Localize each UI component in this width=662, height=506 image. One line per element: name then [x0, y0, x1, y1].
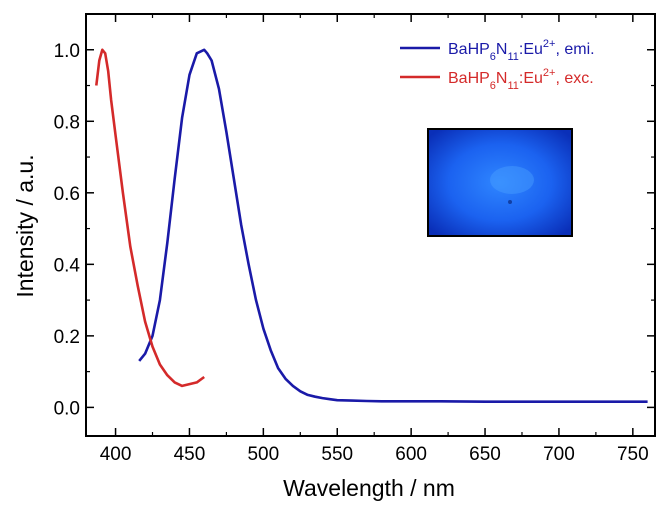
y-tick-label: 0.4: [54, 255, 81, 276]
y-tick-label: 0.0: [54, 398, 80, 419]
ticks: 400 450 500 550 600 650 700 750 0.0 0.2 0.4 0.6 0.8 1…: [54, 13, 655, 465]
x-tick-label: 450: [174, 444, 206, 465]
inset-dark-spot: [508, 200, 512, 204]
y-axis-title: Intensity / a.u.: [12, 154, 38, 297]
inset-glow-spot: [490, 166, 534, 194]
x-tick-label: 550: [321, 444, 353, 465]
x-tick-label: 400: [100, 444, 132, 465]
x-tick-label: 600: [395, 444, 427, 465]
y-tick-label: 0.6: [54, 184, 80, 205]
x-tick-label: 700: [543, 444, 575, 465]
x-axis-title: Wavelength / nm: [283, 475, 455, 501]
series-line-excitation: [95, 48, 205, 388]
plot-area: [85, 13, 656, 437]
inset-photo-frame: [427, 128, 573, 237]
legend: BaHP6N11:Eu2+, emi. BaHP6N11:Eu2+, exc.: [400, 38, 595, 92]
y-tick-label: 0.2: [54, 327, 80, 348]
inset-photo: [427, 128, 573, 237]
x-tick-label: 500: [247, 444, 279, 465]
x-tick-label: 750: [617, 444, 649, 465]
series-line-emission: [138, 48, 648, 403]
legend-label-1: BaHP6N11:Eu2+, exc.: [448, 67, 594, 92]
x-tick-label: 650: [469, 444, 501, 465]
plot-frame: [85, 13, 656, 437]
y-tick-label: 0.8: [54, 112, 80, 133]
series-lines: [95, 48, 648, 403]
legend-label-0: BaHP6N11:Eu2+, emi.: [448, 38, 595, 63]
y-tick-label: 1.0: [54, 41, 80, 62]
